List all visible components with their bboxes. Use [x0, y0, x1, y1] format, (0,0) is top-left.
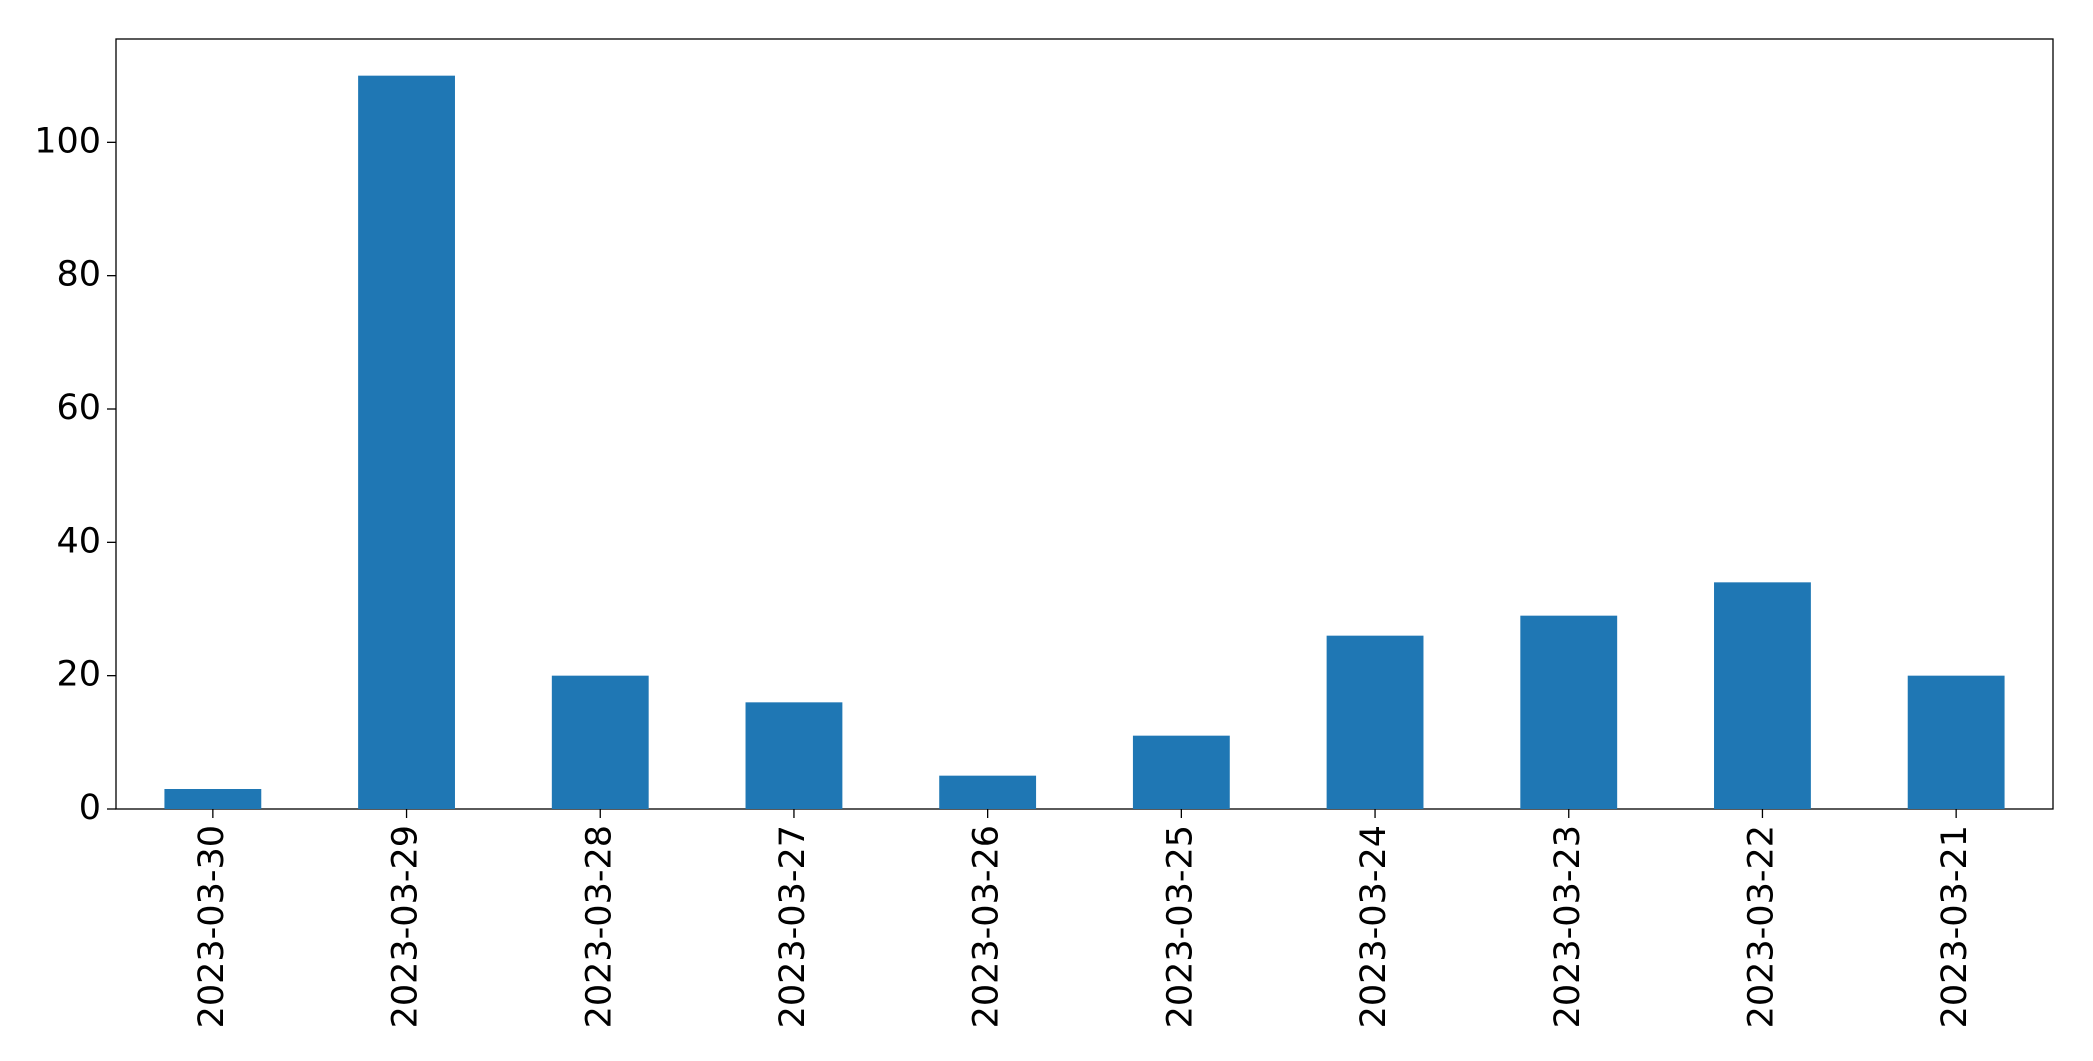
y-tick-label: 0: [79, 788, 101, 828]
bar: [164, 789, 262, 809]
bar: [1907, 675, 2005, 809]
bar: [358, 75, 455, 809]
x-tick-label: 2023-03-26: [967, 825, 1007, 1028]
y-tick-label: 60: [56, 388, 101, 428]
x-tick-label: 2023-03-25: [1160, 825, 1200, 1028]
y-tick-label: 80: [56, 255, 101, 295]
x-tick-label: 2023-03-29: [386, 825, 426, 1028]
x-tick-label: 2023-03-21: [1935, 825, 1975, 1028]
bar: [1132, 735, 1230, 809]
bar: [745, 702, 843, 809]
y-tick-label: 100: [34, 121, 101, 161]
x-tick-label: 2023-03-24: [1354, 825, 1394, 1028]
x-tick-label: 2023-03-28: [579, 825, 619, 1028]
bar: [551, 675, 649, 809]
bar: [1326, 635, 1424, 809]
bar: [1714, 582, 1811, 809]
y-tick-label: 40: [56, 521, 101, 561]
y-tick-label: 20: [56, 655, 101, 695]
x-tick-label: 2023-03-30: [192, 825, 232, 1028]
bar: [939, 775, 1037, 809]
bar: [1520, 615, 1618, 809]
x-tick-label: 2023-03-22: [1741, 825, 1781, 1028]
x-tick-label: 2023-03-23: [1548, 825, 1588, 1028]
x-tick-label: 2023-03-27: [773, 825, 813, 1028]
plot-frame: [115, 38, 2054, 810]
